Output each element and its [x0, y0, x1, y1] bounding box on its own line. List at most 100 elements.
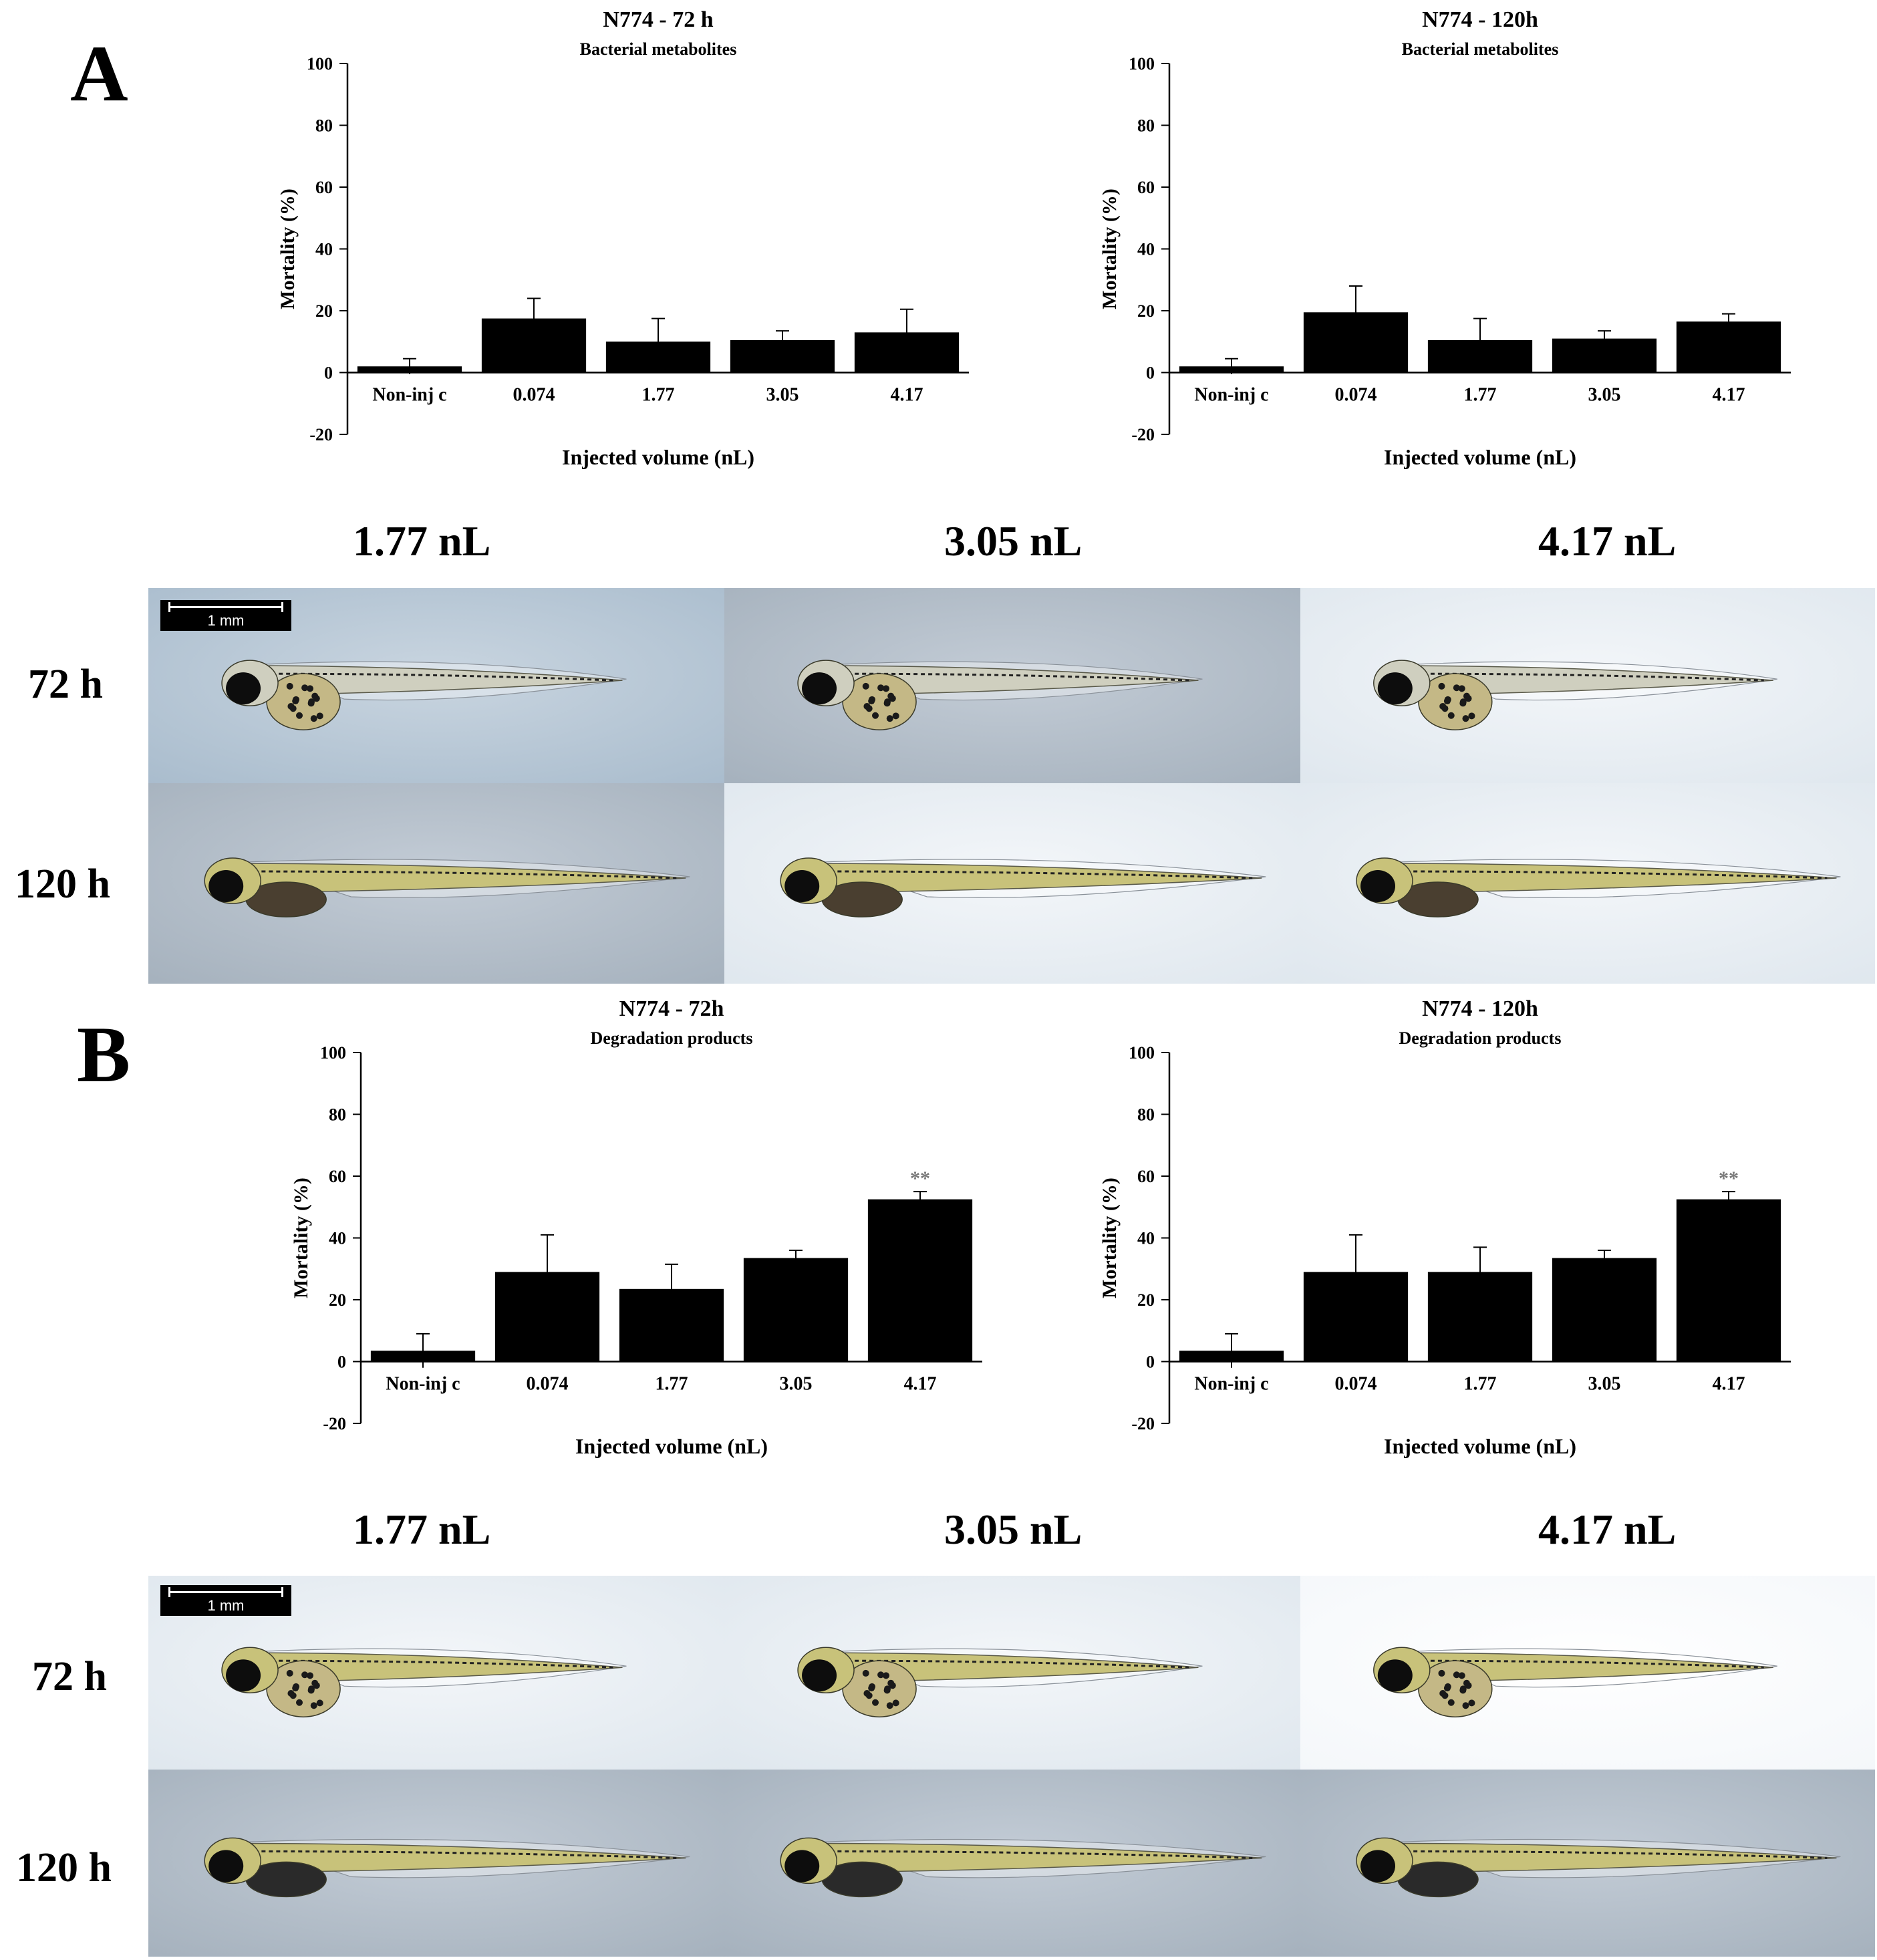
photo-svg [724, 1576, 1300, 1770]
melanophore [869, 696, 876, 703]
x-axis-label: Injected volume (nL) [562, 445, 754, 469]
photo-a-120h-3 [1300, 783, 1875, 984]
dose-label-b-3: 4.17 nL [1538, 1506, 1677, 1553]
melanophore [872, 1699, 879, 1706]
photo-a-72h-3 [1300, 588, 1875, 783]
chart-b-72h: N774 - 72h Degradation products -20 0 20 40 60… [267, 996, 1009, 1463]
dose-label-a-1: 1.77 nL [353, 517, 491, 565]
chart-title: N774 - 120h [1422, 7, 1538, 32]
melanophore [886, 1702, 893, 1709]
y-tick-label: 100 [1129, 54, 1155, 74]
y-tick-label: 100 [1129, 1043, 1155, 1063]
melanophore [307, 1672, 314, 1679]
chart-svg: N774 - 72 h Bacterial metabolites -20 0 20 40… [277, 7, 969, 469]
melanophore [310, 715, 317, 722]
significance-marker: ** [1719, 1167, 1739, 1189]
x-tick-label: 0.074 [527, 1374, 569, 1395]
dose-label-a-2: 3.05 nL [944, 517, 1082, 565]
x-axis-label: Injected volume (nL) [1384, 445, 1576, 469]
melanophore [1468, 712, 1475, 720]
photo-a-72h-2 [724, 588, 1300, 783]
melanophore [1465, 695, 1472, 702]
larva [780, 1837, 1266, 1898]
melanophore [301, 1671, 309, 1679]
melanophore [307, 700, 315, 707]
y-axis-label: Mortality (%) [1099, 188, 1121, 309]
larva-body [801, 863, 1262, 893]
melanophore [862, 1669, 869, 1677]
chart-svg: N774 - 72h Degradation products -20 0 20 40 60… [290, 996, 982, 1458]
larva-eye [226, 672, 261, 705]
melanophore [1459, 1687, 1467, 1694]
melanophore [1438, 682, 1445, 690]
y-tick-label: 0 [324, 364, 333, 383]
chart-subtitle: Degradation products [591, 1028, 753, 1048]
y-tick-label: 0 [1146, 1353, 1155, 1372]
bar [1676, 321, 1781, 373]
melanophore [862, 682, 869, 690]
melanophore [313, 695, 320, 702]
larva-body [225, 1842, 686, 1874]
larva-eye [1377, 672, 1413, 705]
melanophore [1459, 700, 1467, 707]
chart-subtitle: Bacterial metabolites [1402, 39, 1559, 59]
pigment-line [239, 870, 677, 879]
photo-svg [148, 1770, 724, 1957]
y-tick-label: -20 [1131, 425, 1155, 444]
larva [1373, 660, 1777, 730]
larva-eye [226, 1659, 261, 1692]
melanophore [892, 712, 899, 720]
photo-b-120h-3 [1300, 1770, 1875, 1957]
melanophore [1447, 712, 1455, 719]
larva [797, 1647, 1203, 1717]
x-tick-label: Non-inj c [386, 1374, 460, 1395]
melanophore [296, 1699, 303, 1706]
larva-body [801, 1842, 1262, 1874]
panel-letter-a: A [70, 29, 128, 118]
photo-a-120h-2 [724, 783, 1300, 984]
x-tick-label: 3.05 [766, 385, 799, 406]
melanophore [1458, 685, 1465, 692]
y-axis-label: Mortality (%) [290, 1177, 312, 1298]
photo-svg [724, 783, 1300, 984]
y-tick-label: 100 [320, 1043, 346, 1063]
time-label-b-72h: 72 h [32, 1654, 107, 1699]
larva [204, 857, 690, 918]
larva-eye [784, 870, 820, 902]
melanophore [1453, 1671, 1460, 1679]
y-tick-label: 100 [307, 54, 333, 74]
y-tick-label: -20 [309, 425, 333, 444]
photo-svg [1300, 588, 1875, 783]
y-tick-label: 0 [1146, 364, 1155, 383]
melanophore [883, 685, 890, 692]
chart-b-120h: N774 - 120h Degradation products -20 0 20 40 6… [1076, 996, 1818, 1463]
x-axis-label: Injected volume (nL) [1384, 1434, 1576, 1458]
larva [1356, 857, 1841, 918]
larva-eye [208, 870, 244, 902]
bar [743, 1258, 849, 1362]
photo-svg [724, 588, 1300, 783]
photo-svg [724, 1770, 1300, 1957]
x-tick-label: 3.05 [780, 1374, 813, 1395]
melanophore [889, 695, 896, 702]
x-tick-label: Non-inj c [1194, 1374, 1268, 1395]
x-tick-label: 4.17 [1713, 385, 1745, 406]
melanophore [883, 1672, 890, 1679]
melanophore [1453, 684, 1460, 692]
chart-svg: N774 - 120h Bacterial metabolites -20 0 20 40… [1099, 7, 1791, 469]
pigment-line [815, 1850, 1253, 1859]
chart-a-72h: N774 - 72 h Bacterial metabolites -20 0 20 40… [254, 7, 996, 474]
x-tick-label: 1.77 [1464, 1374, 1497, 1395]
pigment-line [239, 1850, 677, 1859]
melanophore [892, 1699, 899, 1707]
time-label-b-120h: 120 h [16, 1845, 112, 1891]
melanophore [316, 1699, 323, 1707]
melanophore [869, 1683, 876, 1690]
photo-b-120h-1 [148, 1770, 724, 1957]
melanophore [1462, 1702, 1469, 1709]
larva-body [1377, 863, 1837, 893]
y-tick-label: -20 [1131, 1414, 1155, 1433]
y-tick-label: 60 [1137, 1167, 1155, 1186]
panel-letter-b: B [77, 1010, 131, 1099]
x-axis-label: Injected volume (nL) [575, 1434, 768, 1458]
